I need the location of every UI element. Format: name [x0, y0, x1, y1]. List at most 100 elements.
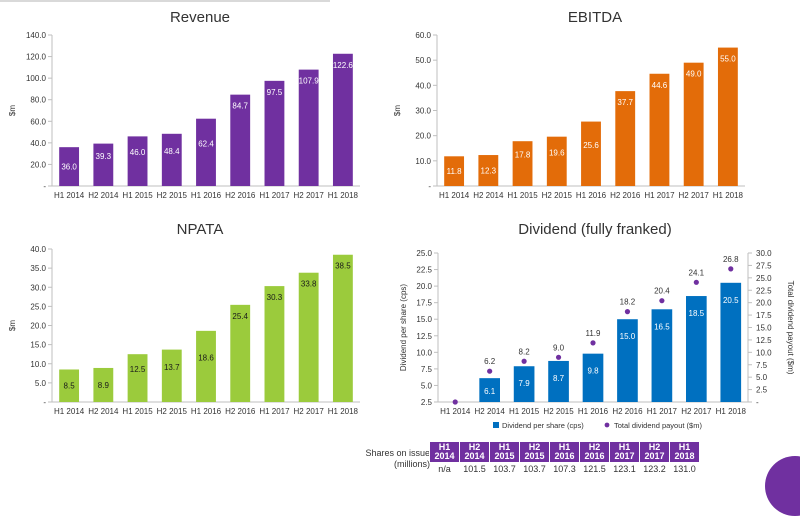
dividend-payout-label: 26.8: [723, 255, 739, 264]
npata-chart-svg: - 5.0 10.0 15.0 20.0 25.0 30.0 35.0 40.0 $m 8.5 H1 …: [8, 245, 360, 416]
revenue-y-tick-label: 80.0: [30, 96, 46, 105]
shares-header-cell: H1 2018: [669, 441, 700, 463]
revenue-category-label: H1 2014: [54, 191, 85, 200]
revenue-bar: [230, 94, 251, 186]
shares-row-label: Shares on issue (millions): [365, 448, 430, 469]
dividend-y2-tick-label: 7.5: [756, 361, 768, 370]
ebitda-chart-title: EBITDA: [567, 9, 623, 26]
revenue-y-tick-label: 60.0: [30, 117, 46, 126]
npata-bar: [59, 369, 80, 402]
corner-badge: [765, 456, 800, 516]
dividend-category-label: H2 2016: [612, 407, 643, 416]
shares-header-cell: H2 2015: [519, 441, 550, 463]
dividend-category-label: H2 2015: [543, 407, 574, 416]
dividend-y2-tick-label: 30.0: [756, 249, 772, 258]
npata-bar: [264, 286, 285, 402]
dividend-y2-tick-label: 17.5: [756, 311, 772, 320]
npata-data-label: 25.4: [232, 312, 248, 321]
revenue-data-label: 97.5: [267, 88, 283, 97]
revenue-y-tick-label: -: [43, 182, 46, 191]
shares-value-row: n/a 101.5 103.7 103.7 107.3 121.5 123.1 …: [430, 463, 700, 476]
dividend-category-label: H1 2018: [716, 407, 747, 416]
revenue-data-label: 107.9: [299, 77, 320, 86]
ebitda-y-tick-label: 40.0: [415, 81, 431, 90]
dividend-y-tick-label: 25.0: [416, 249, 432, 258]
dividend-bar: [686, 296, 707, 402]
dividend-payout-label: 9.0: [553, 343, 565, 352]
npata-data-label: 38.5: [335, 262, 351, 271]
npata-y-tick-label: -: [43, 398, 46, 407]
dividend-y-tick-label: 15.0: [416, 315, 432, 324]
shares-header-cell: H1 2015: [489, 441, 520, 463]
dividend-payout-label: 24.1: [689, 268, 705, 277]
dividend-y2-tick-label: 15.0: [756, 324, 772, 333]
npata-y-tick-label: 10.0: [30, 360, 46, 369]
dividend-legend-label-bars: Dividend per share (cps): [502, 421, 584, 430]
dividend-payout-label: 18.2: [620, 298, 636, 307]
ebitda-chart-panel: EBITDA - 10.0 20.0 30.0 40.0 50.0 60.0 $m 11.8 H1…: [390, 0, 800, 210]
shares-header-cell: H2 2016: [579, 441, 610, 463]
revenue-category-label: H1 2017: [259, 191, 290, 200]
shares-value-cell: 101.5: [463, 464, 486, 474]
dividend-category-label: H2 2014: [475, 407, 506, 416]
dividend-y-tick-label: 10.0: [416, 348, 432, 357]
dividend-payout-point: [659, 298, 665, 304]
dividend-y2-tick-label: 22.5: [756, 286, 772, 295]
npata-category-label: H1 2014: [54, 407, 85, 416]
dividend-payout-label: 11.9: [586, 329, 602, 338]
ebitda-y-tick-label: 20.0: [415, 132, 431, 141]
revenue-data-label: 48.4: [164, 147, 180, 156]
dividend-bar: [720, 282, 742, 402]
dividend-payout-point: [728, 266, 734, 272]
dividend-category-label: H1 2014: [440, 407, 471, 416]
revenue-category-label: H1 2016: [191, 191, 222, 200]
ebitda-data-label: 25.6: [583, 141, 599, 150]
ebitda-data-label: 37.7: [617, 98, 633, 107]
ebitda-data-label: 55.0: [720, 55, 736, 64]
npata-category-label: H1 2015: [122, 407, 153, 416]
dividend-payout-point: [590, 340, 596, 346]
revenue-data-label: 122.6: [333, 61, 354, 70]
shares-header-cell: H1 2014: [429, 441, 460, 463]
ebitda-bar: [649, 73, 670, 186]
shares-header-cell: H1 2016: [549, 441, 580, 463]
dividend-bar: [513, 366, 535, 402]
dividend-chart-svg: 2.5 5.0 7.5 10.0 12.5 15.0 17.5 20.0 22.5 25.0 - 2.…: [399, 249, 795, 430]
npata-category-label: H1 2018: [328, 407, 359, 416]
dividend-y-tick-label: 2.5: [421, 398, 433, 407]
dividend-bar-label: 7.9: [519, 379, 531, 388]
ebitda-bar: [615, 91, 636, 186]
ebitda-bar: [717, 47, 738, 187]
ebitda-bar: [512, 141, 533, 186]
ebitda-data-label: 11.8: [447, 167, 463, 176]
ebitda-category-label: H2 2014: [473, 191, 504, 200]
revenue-bar: [59, 147, 80, 186]
dividend-payout-point: [521, 358, 527, 364]
revenue-category-label: H2 2014: [88, 191, 119, 200]
npata-bar: [93, 367, 114, 402]
dividend-y2-tick-label: 5.0: [756, 373, 768, 382]
npata-bar: [298, 272, 319, 402]
ebitda-data-label: 12.3: [481, 167, 497, 176]
dividend-y-tick-label: 22.5: [416, 266, 432, 275]
npata-y-tick-label: 40.0: [30, 245, 46, 254]
npata-category-label: H2 2016: [225, 407, 256, 416]
npata-category-label: H2 2017: [294, 407, 325, 416]
revenue-category-label: H2 2015: [157, 191, 188, 200]
npata-category-label: H2 2014: [88, 407, 119, 416]
shares-value-cell: 131.0: [673, 464, 696, 474]
revenue-y-tick-label: 100.0: [26, 74, 47, 83]
npata-data-label: 33.8: [301, 280, 317, 289]
dividend-legend-swatch-points: [604, 422, 610, 428]
shares-header-cell: H2 2017: [639, 441, 670, 463]
revenue-category-label: H1 2015: [122, 191, 153, 200]
shares-value-cell: 103.7: [523, 464, 546, 474]
ebitda-category-label: H1 2016: [576, 191, 607, 200]
npata-chart-title: NPATA: [176, 221, 224, 238]
ebitda-chart-svg: - 10.0 20.0 30.0 40.0 50.0 60.0 $m 11.8 H1 2014 12…: [393, 31, 745, 200]
npata-y-tick-label: 25.0: [30, 302, 46, 311]
shares-header-cell: H1 2017: [609, 441, 640, 463]
shares-value-cell: 123.1: [613, 464, 636, 474]
shares-value-cell: 123.2: [643, 464, 666, 474]
dividend-y-tick-label: 5.0: [421, 381, 433, 390]
